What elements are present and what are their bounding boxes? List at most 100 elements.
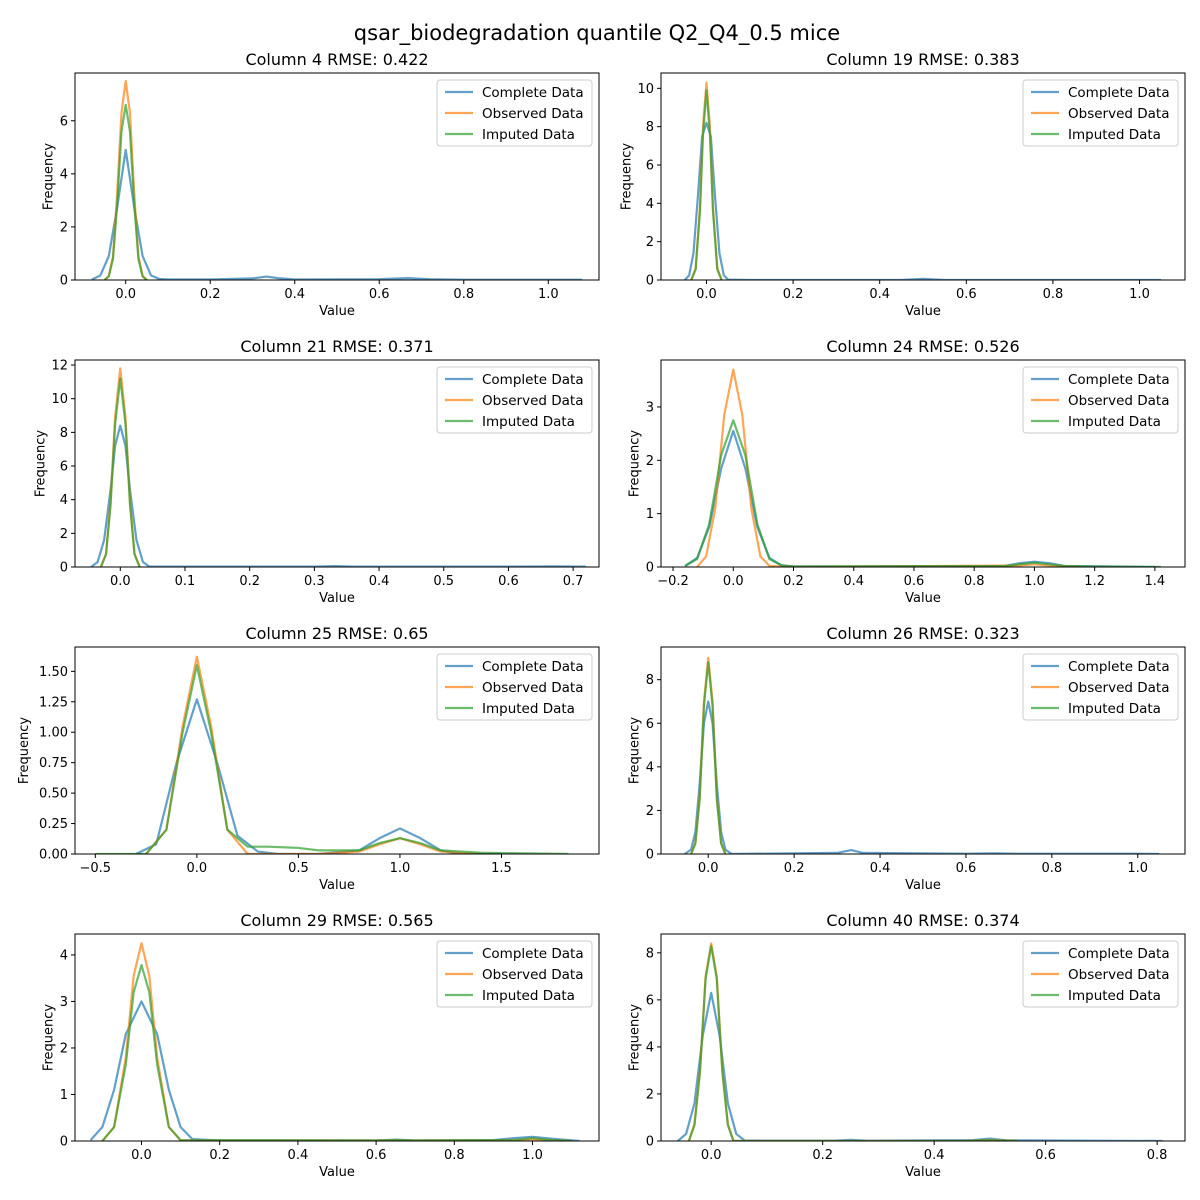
x-tick-label: 0.8 (1147, 1148, 1168, 1163)
subplot-title: Column 29 RMSE: 0.565 (240, 911, 433, 930)
y-tick-label: 4 (646, 197, 654, 212)
y-tick-label: 4 (60, 493, 68, 508)
y-tick-label: 0 (646, 848, 654, 863)
x-tick-label: 0.0 (131, 1148, 152, 1163)
x-tick-label: 1.0 (390, 861, 411, 876)
x-tick-label: 1.2 (1084, 574, 1105, 589)
x-tick-label: 0.2 (784, 861, 805, 876)
y-tick-label: 1.00 (39, 726, 68, 741)
series-line-complete-data (89, 1000, 580, 1141)
subplot-5: Column 25 RMSE: 0.65 −0.5 0.0 0.5 1.0 1.5 0.00… (17, 624, 600, 893)
legend-box (436, 366, 593, 434)
x-tick-label: 1.0 (1127, 861, 1148, 876)
x-tick-label: 0.8 (1042, 861, 1063, 876)
series-lines (95, 655, 569, 854)
x-tick-label: 0.6 (498, 574, 519, 589)
x-tick-label: 0.5 (433, 574, 454, 589)
series-line-imputed-data (95, 664, 569, 854)
y-tick-label: 0.00 (39, 848, 68, 863)
x-tick-label: 0.4 (869, 287, 890, 302)
legend: Complete Data Observed Data Imputed Data (1022, 940, 1179, 1008)
x-tick-label: 0.8 (964, 574, 985, 589)
y-tick-label: 0 (646, 561, 654, 576)
x-tick-label: 1.0 (1024, 574, 1045, 589)
legend-label: Imputed Data (482, 701, 575, 717)
series-line-imputed-data (687, 944, 1018, 1141)
x-tick-label: 0.0 (701, 1148, 722, 1163)
legend-label: Complete Data (1068, 372, 1170, 388)
x-tick-label: 1.0 (538, 287, 559, 302)
subplot-title: Column 26 RMSE: 0.323 (826, 624, 1019, 643)
legend: Complete Data Observed Data Imputed Data (1022, 653, 1179, 721)
y-axis-label: Frequency (628, 1004, 643, 1071)
series-line-observed-data (687, 942, 1018, 1141)
y-tick-label: 12 (51, 359, 68, 374)
y-tick-label: 6 (646, 993, 654, 1008)
axes-frame (660, 72, 1186, 281)
y-tick-label: 2 (646, 804, 654, 819)
y-tick-label: 6 (60, 114, 68, 129)
x-axis-label: Value (905, 304, 941, 319)
legend-label: Complete Data (482, 659, 584, 675)
x-tick-label: 0.8 (453, 287, 474, 302)
axes-frame (74, 933, 600, 1142)
y-axis-label: Frequency (42, 143, 57, 210)
y-axis-label: Frequency (42, 1004, 57, 1071)
x-axis-label: Value (905, 1165, 941, 1180)
series-lines (684, 81, 1162, 280)
y-tick-label: 8 (60, 426, 68, 441)
x-tick-label: 0.0 (110, 574, 131, 589)
y-tick-label: 3 (60, 995, 68, 1010)
series-line-complete-data (91, 148, 583, 280)
subplot-8: Column 40 RMSE: 0.374 0.0 0.2 0.4 0.6 0.8 0 2 4 6… (628, 911, 1186, 1180)
y-tick-label: 0 (60, 274, 68, 289)
x-tick-label: 0.0 (187, 861, 208, 876)
x-tick-label: 0.0 (698, 861, 719, 876)
y-tick-label: 8 (646, 120, 654, 135)
legend-label: Complete Data (482, 85, 584, 101)
y-tick-label: 2 (60, 220, 68, 235)
y-tick-label: 10 (637, 82, 654, 97)
subplot-title: Column 19 RMSE: 0.383 (826, 50, 1019, 69)
series-lines (91, 79, 583, 280)
y-tick-label: 0 (60, 561, 68, 576)
x-tick-label: 0.6 (366, 1148, 387, 1163)
x-tick-label: 0.2 (200, 287, 221, 302)
y-tick-label: 1 (60, 1088, 68, 1103)
legend-label: Imputed Data (482, 127, 575, 143)
x-tick-label: 0.6 (904, 574, 925, 589)
x-axis-label: Value (319, 1165, 355, 1180)
y-tick-label: 4 (60, 167, 68, 182)
subplot-7: Column 29 RMSE: 0.565 0.0 0.2 0.4 0.6 0.8 1.0 0… (42, 911, 600, 1180)
x-tick-label: 0.0 (696, 287, 717, 302)
axes-frame (660, 646, 1186, 855)
y-tick-label: 8 (646, 673, 654, 688)
axes-frame (74, 359, 600, 568)
legend-label: Observed Data (1068, 393, 1169, 409)
legend-label: Complete Data (1068, 946, 1170, 962)
y-tick-label: 2 (646, 454, 654, 469)
legend-label: Observed Data (1068, 106, 1169, 122)
series-line-imputed-data (684, 419, 1161, 567)
legend-label: Observed Data (482, 680, 583, 696)
legend-label: Imputed Data (1068, 988, 1161, 1004)
legend-label: Imputed Data (482, 414, 575, 430)
series-line-imputed-data (690, 89, 723, 280)
y-tick-label: 0 (60, 1135, 68, 1150)
x-tick-label: 0.4 (870, 861, 891, 876)
x-tick-label: 0.4 (284, 287, 305, 302)
x-tick-label: 0.2 (783, 287, 804, 302)
y-axis-label: Frequency (33, 430, 48, 497)
legend-label: Imputed Data (1068, 701, 1161, 717)
subplot-6: Column 26 RMSE: 0.323 0.0 0.2 0.4 0.6 0.8 1.0 0… (628, 624, 1186, 893)
legend-box (1022, 940, 1179, 1008)
subplot-3: Column 21 RMSE: 0.371 0.0 0.1 0.2 0.3 0.4 0.5 0… (33, 337, 600, 606)
axes-frame (74, 72, 600, 281)
legend-box (1022, 653, 1179, 721)
y-tick-label: 0 (646, 274, 654, 289)
legend-label: Observed Data (482, 393, 583, 409)
x-tick-label: 0.6 (1035, 1148, 1056, 1163)
series-lines (684, 368, 1161, 567)
subplot-2: Column 19 RMSE: 0.383 0.0 0.2 0.4 0.6 0.8 1.0 0… (619, 50, 1186, 319)
